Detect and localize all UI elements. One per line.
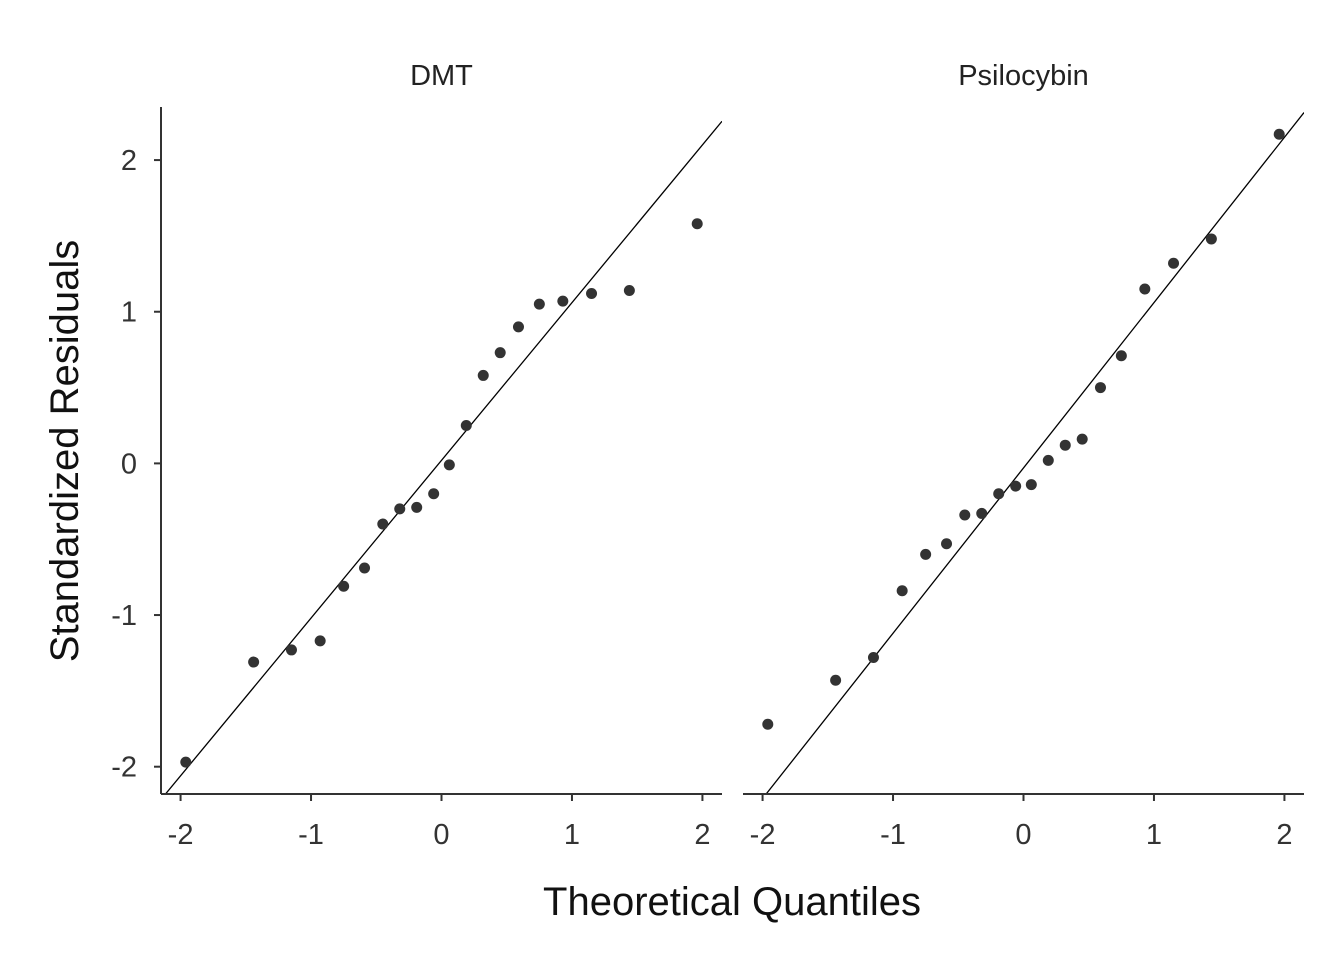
x-tick-label: -2: [168, 819, 194, 851]
data-point: [623, 285, 635, 297]
data-point: [314, 635, 326, 647]
x-tick-label: 2: [1276, 819, 1292, 851]
y-tick-label: 0: [121, 448, 137, 480]
facet-panels: DMT -2 -1 0 1 2 -2 -1 0 1 2 Psilocybin -2 -1 0 1 2: [111, 60, 1304, 851]
y-tick-label: 2: [121, 145, 137, 177]
facet-title: Psilocybin: [958, 60, 1089, 92]
data-point: [941, 538, 953, 550]
data-point: [1094, 382, 1106, 394]
data-point: [494, 347, 506, 359]
data-point: [1010, 480, 1022, 492]
data-point: [586, 288, 598, 300]
data-point: [1115, 350, 1127, 362]
qq-reference-line: [765, 112, 1304, 794]
data-point: [959, 509, 971, 521]
x-tick-label: 2: [694, 819, 710, 851]
data-point: [1273, 128, 1285, 140]
x-tick-label: -2: [750, 819, 776, 851]
x-tick-label: 0: [433, 819, 449, 851]
data-point: [1168, 257, 1180, 269]
data-point: [1025, 479, 1037, 491]
facet-title: DMT: [410, 60, 473, 92]
data-point: [477, 369, 489, 381]
data-point: [993, 488, 1005, 500]
x-tick-label: 1: [1146, 819, 1162, 851]
data-point: [377, 518, 389, 530]
y-axis-title: Standardized Residuals: [43, 240, 87, 662]
data-point: [830, 674, 842, 686]
panel-0: DMT -2 -1 0 1 2 -2 -1 0 1 2: [111, 60, 722, 851]
qq-reference-line: [164, 120, 722, 794]
data-point: [1059, 439, 1071, 451]
x-tick-label: 1: [564, 819, 580, 851]
data-point: [691, 218, 703, 230]
y-tick-label: 1: [121, 297, 137, 329]
panel-1: Psilocybin -2 -1 0 1 2: [743, 60, 1304, 851]
x-tick-label: 0: [1015, 819, 1031, 851]
data-point: [512, 321, 524, 333]
data-point: [359, 562, 371, 574]
data-point: [867, 652, 879, 664]
data-point: [428, 488, 440, 500]
data-point: [557, 295, 569, 307]
data-point: [285, 644, 297, 656]
data-point: [180, 756, 192, 768]
data-point: [394, 503, 406, 515]
data-point: [1139, 283, 1151, 295]
x-tick-label: -1: [298, 819, 324, 851]
data-point: [533, 298, 545, 310]
data-point: [976, 507, 988, 519]
data-point: [896, 585, 908, 597]
x-axis-title: Theoretical Quantiles: [543, 880, 921, 924]
data-point: [411, 501, 423, 513]
data-point: [1205, 233, 1217, 245]
data-point: [338, 580, 350, 592]
data-point: [443, 459, 455, 471]
data-point: [920, 548, 932, 560]
data-point: [248, 656, 260, 668]
data-point: [1076, 433, 1088, 445]
data-point: [460, 419, 472, 431]
x-tick-label: -1: [880, 819, 906, 851]
y-tick-label: -1: [111, 600, 137, 632]
y-tick-label: -2: [111, 752, 137, 784]
data-point: [762, 718, 774, 730]
data-point: [1042, 454, 1054, 466]
